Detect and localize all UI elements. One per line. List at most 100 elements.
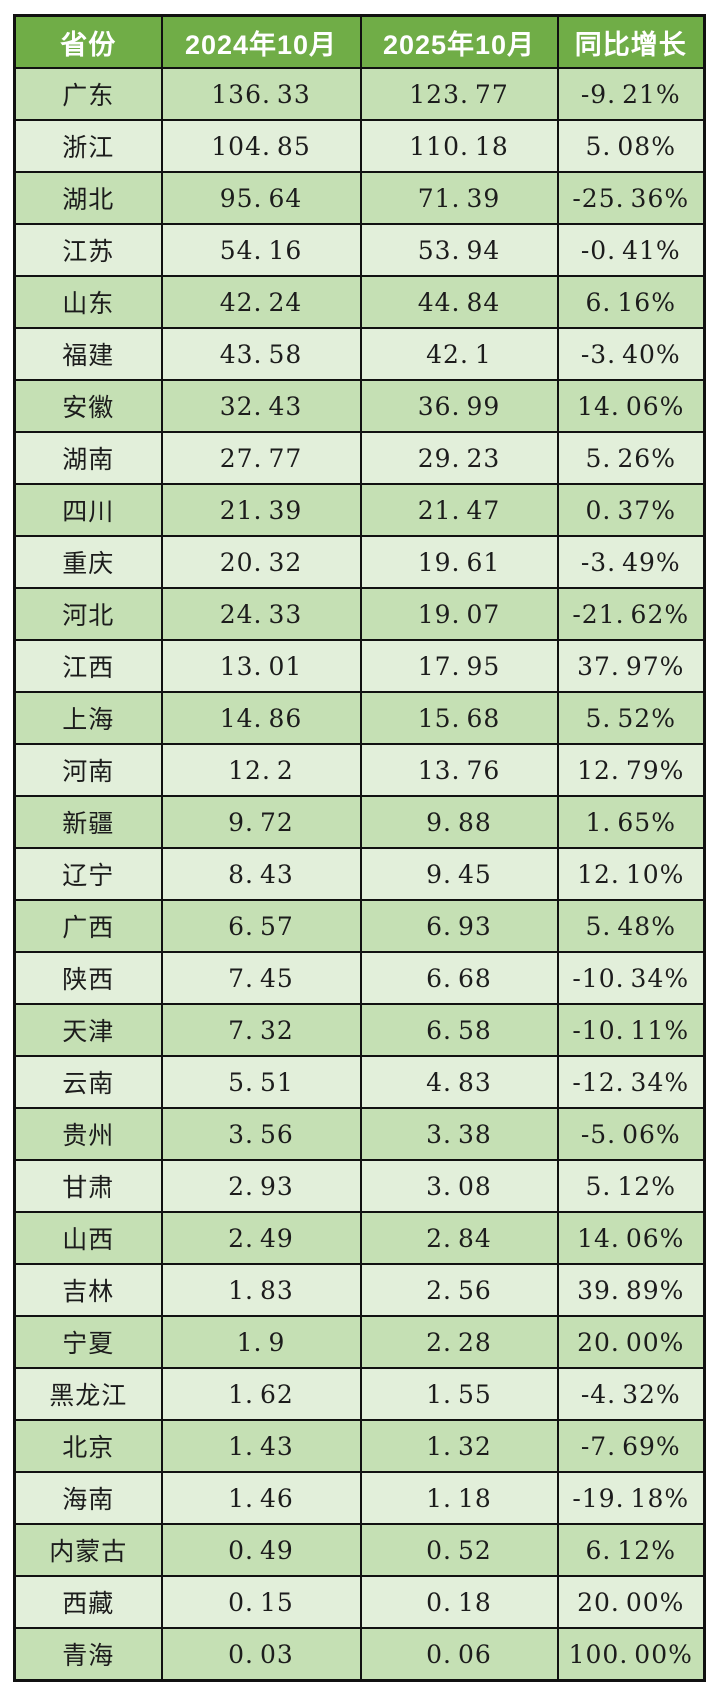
table-row: 浙江 104. 85 110. 18 5. 08% bbox=[13, 119, 706, 173]
table-row: 吉林 1. 83 2. 56 39. 89% bbox=[13, 1263, 706, 1317]
cell-province: 云南 bbox=[13, 1055, 163, 1109]
table-row: 广西 6. 57 6. 93 5. 48% bbox=[13, 899, 706, 953]
table-row: 河南 12. 2 13. 76 12. 79% bbox=[13, 743, 706, 797]
cell-province: 天津 bbox=[13, 1003, 163, 1057]
table-row: 上海 14. 86 15. 68 5. 52% bbox=[13, 691, 706, 745]
cell-oct-2024: 14. 86 bbox=[160, 691, 362, 745]
cell-oct-2024: 2. 49 bbox=[160, 1211, 362, 1265]
cell-yoy-growth: 14. 06% bbox=[556, 379, 706, 433]
cell-oct-2025: 17. 95 bbox=[359, 639, 559, 693]
table-row: 重庆 20. 32 19. 61 -3. 49% bbox=[13, 535, 706, 589]
cell-oct-2025: 2. 84 bbox=[359, 1211, 559, 1265]
cell-province: 山东 bbox=[13, 275, 163, 329]
cell-oct-2024: 0. 15 bbox=[160, 1575, 362, 1629]
table-row: 河北 24. 33 19. 07 -21. 62% bbox=[13, 587, 706, 641]
cell-province: 西藏 bbox=[13, 1575, 163, 1629]
cell-yoy-growth: -19. 18% bbox=[556, 1471, 706, 1525]
cell-province: 新疆 bbox=[13, 795, 163, 849]
cell-oct-2025: 6. 58 bbox=[359, 1003, 559, 1057]
table-row: 北京 1. 43 1. 32 -7. 69% bbox=[13, 1419, 706, 1473]
table-row: 宁夏 1. 9 2. 28 20. 00% bbox=[13, 1315, 706, 1369]
cell-province: 上海 bbox=[13, 691, 163, 745]
cell-oct-2024: 104. 85 bbox=[160, 119, 362, 173]
cell-yoy-growth: -3. 49% bbox=[556, 535, 706, 589]
cell-province: 辽宁 bbox=[13, 847, 163, 901]
cell-oct-2025: 15. 68 bbox=[359, 691, 559, 745]
cell-province: 江苏 bbox=[13, 223, 163, 277]
cell-province: 北京 bbox=[13, 1419, 163, 1473]
cell-yoy-growth: 5. 26% bbox=[556, 431, 706, 485]
table-row: 江苏 54. 16 53. 94 -0. 41% bbox=[13, 223, 706, 277]
cell-yoy-growth: 12. 10% bbox=[556, 847, 706, 901]
header-cell-oct-2025: 2025年10月 bbox=[359, 14, 559, 69]
table-row: 西藏 0. 15 0. 18 20. 00% bbox=[13, 1575, 706, 1629]
table-row: 湖南 27. 77 29. 23 5. 26% bbox=[13, 431, 706, 485]
cell-province: 贵州 bbox=[13, 1107, 163, 1161]
province-table-container: 省份 2024年10月 2025年10月 同比增长 广东 136. 33 123. … bbox=[13, 14, 706, 1682]
table-row: 陕西 7. 45 6. 68 -10. 34% bbox=[13, 951, 706, 1005]
cell-oct-2025: 3. 38 bbox=[359, 1107, 559, 1161]
cell-yoy-growth: -3. 40% bbox=[556, 327, 706, 381]
table-row: 海南 1. 46 1. 18 -19. 18% bbox=[13, 1471, 706, 1525]
cell-province: 宁夏 bbox=[13, 1315, 163, 1369]
cell-oct-2025: 9. 45 bbox=[359, 847, 559, 901]
table-row: 辽宁 8. 43 9. 45 12. 10% bbox=[13, 847, 706, 901]
cell-yoy-growth: -4. 32% bbox=[556, 1367, 706, 1421]
cell-province: 内蒙古 bbox=[13, 1523, 163, 1577]
header-row: 省份 2024年10月 2025年10月 同比增长 bbox=[13, 14, 706, 69]
cell-province: 福建 bbox=[13, 327, 163, 381]
cell-oct-2025: 29. 23 bbox=[359, 431, 559, 485]
cell-yoy-growth: -10. 34% bbox=[556, 951, 706, 1005]
cell-oct-2024: 42. 24 bbox=[160, 275, 362, 329]
cell-yoy-growth: -21. 62% bbox=[556, 587, 706, 641]
table-row: 山东 42. 24 44. 84 6. 16% bbox=[13, 275, 706, 329]
cell-oct-2024: 1. 46 bbox=[160, 1471, 362, 1525]
cell-oct-2025: 1. 32 bbox=[359, 1419, 559, 1473]
cell-province: 山西 bbox=[13, 1211, 163, 1265]
cell-yoy-growth: 37. 97% bbox=[556, 639, 706, 693]
cell-oct-2025: 1. 18 bbox=[359, 1471, 559, 1525]
cell-oct-2024: 0. 03 bbox=[160, 1627, 362, 1682]
cell-oct-2024: 1. 83 bbox=[160, 1263, 362, 1317]
cell-oct-2024: 43. 58 bbox=[160, 327, 362, 381]
header-cell-oct-2024: 2024年10月 bbox=[160, 14, 362, 69]
cell-yoy-growth: 5. 12% bbox=[556, 1159, 706, 1213]
cell-oct-2024: 8. 43 bbox=[160, 847, 362, 901]
cell-province: 四川 bbox=[13, 483, 163, 537]
cell-oct-2024: 13. 01 bbox=[160, 639, 362, 693]
cell-yoy-growth: -12. 34% bbox=[556, 1055, 706, 1109]
cell-oct-2024: 6. 57 bbox=[160, 899, 362, 953]
cell-oct-2025: 0. 18 bbox=[359, 1575, 559, 1629]
table-row: 四川 21. 39 21. 47 0. 37% bbox=[13, 483, 706, 537]
cell-oct-2024: 1. 62 bbox=[160, 1367, 362, 1421]
cell-yoy-growth: 5. 08% bbox=[556, 119, 706, 173]
table-row: 内蒙古 0. 49 0. 52 6. 12% bbox=[13, 1523, 706, 1577]
cell-oct-2025: 21. 47 bbox=[359, 483, 559, 537]
cell-oct-2024: 27. 77 bbox=[160, 431, 362, 485]
cell-yoy-growth: 1. 65% bbox=[556, 795, 706, 849]
cell-oct-2024: 20. 32 bbox=[160, 535, 362, 589]
table-body: 广东 136. 33 123. 77 -9. 21% 浙江 104. 85 110. 18 5… bbox=[13, 67, 706, 1682]
cell-yoy-growth: 14. 06% bbox=[556, 1211, 706, 1265]
cell-yoy-growth: 5. 48% bbox=[556, 899, 706, 953]
table-row: 天津 7. 32 6. 58 -10. 11% bbox=[13, 1003, 706, 1057]
cell-yoy-growth: -0. 41% bbox=[556, 223, 706, 277]
cell-province: 湖南 bbox=[13, 431, 163, 485]
cell-oct-2025: 53. 94 bbox=[359, 223, 559, 277]
header-cell-yoy-growth: 同比增长 bbox=[556, 14, 706, 69]
header-cell-province: 省份 bbox=[13, 14, 163, 69]
cell-yoy-growth: 5. 52% bbox=[556, 691, 706, 745]
cell-oct-2025: 36. 99 bbox=[359, 379, 559, 433]
cell-oct-2025: 2. 56 bbox=[359, 1263, 559, 1317]
cell-oct-2024: 95. 64 bbox=[160, 171, 362, 225]
cell-province: 江西 bbox=[13, 639, 163, 693]
cell-province: 湖北 bbox=[13, 171, 163, 225]
cell-oct-2025: 1. 55 bbox=[359, 1367, 559, 1421]
cell-yoy-growth: 100. 00% bbox=[556, 1627, 706, 1682]
cell-oct-2024: 3. 56 bbox=[160, 1107, 362, 1161]
cell-oct-2025: 123. 77 bbox=[359, 67, 559, 121]
cell-oct-2025: 2. 28 bbox=[359, 1315, 559, 1369]
cell-province: 吉林 bbox=[13, 1263, 163, 1317]
cell-province: 陕西 bbox=[13, 951, 163, 1005]
cell-province: 浙江 bbox=[13, 119, 163, 173]
